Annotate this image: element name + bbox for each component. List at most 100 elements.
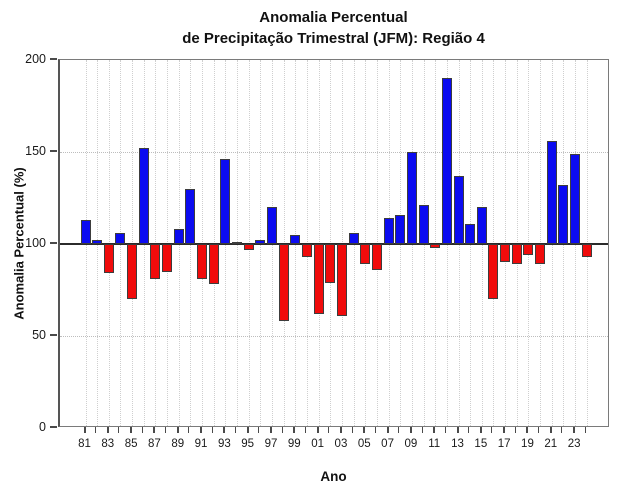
- gridline-horizontal: [60, 152, 608, 153]
- x-axis-title-text: Ano: [320, 469, 347, 484]
- x-axis-tick: [549, 427, 552, 433]
- x-axis-tick: [479, 427, 482, 433]
- bar-year-1994: [232, 242, 243, 245]
- bar-year-2022: [558, 185, 569, 244]
- x-axis-tick: [106, 427, 109, 433]
- bar-year-2004: [348, 232, 359, 244]
- bar-year-2017: [500, 244, 511, 263]
- x-tick-label: 91: [194, 438, 208, 450]
- bar-year-2015: [476, 207, 487, 244]
- x-axis-tick: [328, 427, 330, 433]
- bar-year-2000: [301, 244, 312, 257]
- x-axis-tick: [176, 427, 179, 433]
- x-axis-tick: [363, 427, 366, 433]
- x-axis-tick: [223, 427, 226, 433]
- x-axis-tick: [526, 427, 529, 433]
- bar-year-1983: [103, 244, 114, 274]
- bar-year-1990: [185, 188, 196, 244]
- x-axis-tick: [270, 427, 272, 433]
- x-tick-label: 07: [381, 438, 394, 450]
- x-axis-tick: [95, 427, 97, 433]
- x-tick-label: 13: [451, 438, 464, 450]
- x-axis-tick: [491, 427, 493, 433]
- bar-year-2001: [313, 244, 324, 314]
- bar-year-2016: [488, 244, 499, 300]
- x-axis-tick: [514, 427, 516, 433]
- x-tick-label: 21: [544, 438, 558, 450]
- x-axis-tick: [573, 427, 576, 433]
- x-tick-label: 83: [101, 438, 115, 450]
- bar-year-2009: [406, 152, 417, 244]
- x-axis-tick: [386, 427, 389, 433]
- bar-year-1981: [80, 220, 91, 244]
- x-tick-label: 97: [264, 438, 278, 450]
- x-axis-tick: [258, 427, 260, 433]
- x-tick-label: 99: [287, 438, 301, 450]
- bar-year-1995: [243, 244, 254, 250]
- x-axis-tick: [456, 427, 459, 433]
- bar-year-2003: [336, 244, 347, 316]
- y-tick-label: 150: [25, 144, 46, 158]
- x-tick-label: 81: [78, 438, 91, 450]
- y-tick-label: 100: [25, 236, 46, 250]
- bar-year-2018: [511, 244, 522, 265]
- x-axis-tick: [339, 427, 342, 433]
- bar-year-2006: [371, 244, 382, 270]
- bar-year-2010: [418, 205, 429, 244]
- y-axis-tick: [50, 426, 57, 428]
- x-tick-label: 89: [171, 438, 185, 450]
- x-tick-label: 85: [124, 438, 138, 450]
- bar-year-2020: [535, 244, 546, 265]
- x-tick-label: 17: [497, 438, 511, 450]
- bar-year-1991: [197, 244, 208, 279]
- y-tick-label: 200: [25, 52, 46, 66]
- x-axis-tick: [503, 427, 506, 433]
- bar-year-2014: [465, 223, 476, 244]
- x-axis-tick: [351, 427, 353, 433]
- x-axis-tick: [153, 427, 156, 433]
- bar-year-1982: [92, 240, 103, 244]
- x-axis-tick: [83, 427, 86, 433]
- x-axis-tick: [118, 427, 120, 433]
- x-axis-tick: [316, 427, 319, 433]
- x-axis-tick: [211, 427, 213, 433]
- bar-year-1993: [220, 159, 231, 244]
- bar-year-1999: [290, 234, 301, 244]
- x-axis-tick: [281, 427, 283, 433]
- x-axis-tick: [200, 427, 203, 433]
- chart-title-line1: Anomalia Percentual: [259, 9, 408, 26]
- x-tick-label: 19: [521, 438, 534, 450]
- y-axis-tick: [50, 242, 57, 244]
- x-axis-tick: [246, 427, 249, 433]
- x-axis-tick: [398, 427, 400, 433]
- x-tick-label: 15: [474, 438, 488, 450]
- x-axis-tick: [130, 427, 133, 433]
- x-axis-tick: [561, 427, 563, 433]
- bar-year-1984: [115, 232, 126, 244]
- x-tick-label: 11: [428, 438, 441, 450]
- bar-year-2013: [453, 175, 464, 244]
- bar-year-2023: [570, 153, 581, 244]
- bar-year-1988: [162, 244, 173, 272]
- bar-year-2012: [441, 78, 452, 244]
- bar-year-2008: [395, 214, 406, 244]
- bar-year-2011: [430, 244, 441, 248]
- gridline-horizontal: [60, 336, 608, 337]
- bar-year-2007: [383, 218, 394, 244]
- y-tick-label: 0: [39, 420, 46, 434]
- y-axis-tick: [50, 58, 57, 60]
- chart-title-line2: de Precipitação Trimestral (JFM): Região…: [182, 30, 485, 47]
- x-tick-label: 03: [334, 438, 348, 450]
- bar-year-2024: [581, 244, 592, 257]
- x-tick-label: 93: [217, 438, 231, 450]
- bar-year-1997: [267, 207, 277, 244]
- x-axis-tick: [468, 427, 470, 433]
- y-axis-tick: [50, 150, 57, 152]
- bar-year-2021: [546, 140, 557, 244]
- x-tick-label: 05: [357, 438, 371, 450]
- bar-year-2005: [360, 244, 371, 265]
- x-axis-title: Ano: [58, 469, 609, 484]
- bar-year-1985: [127, 244, 138, 300]
- y-tick-label: 50: [32, 328, 46, 342]
